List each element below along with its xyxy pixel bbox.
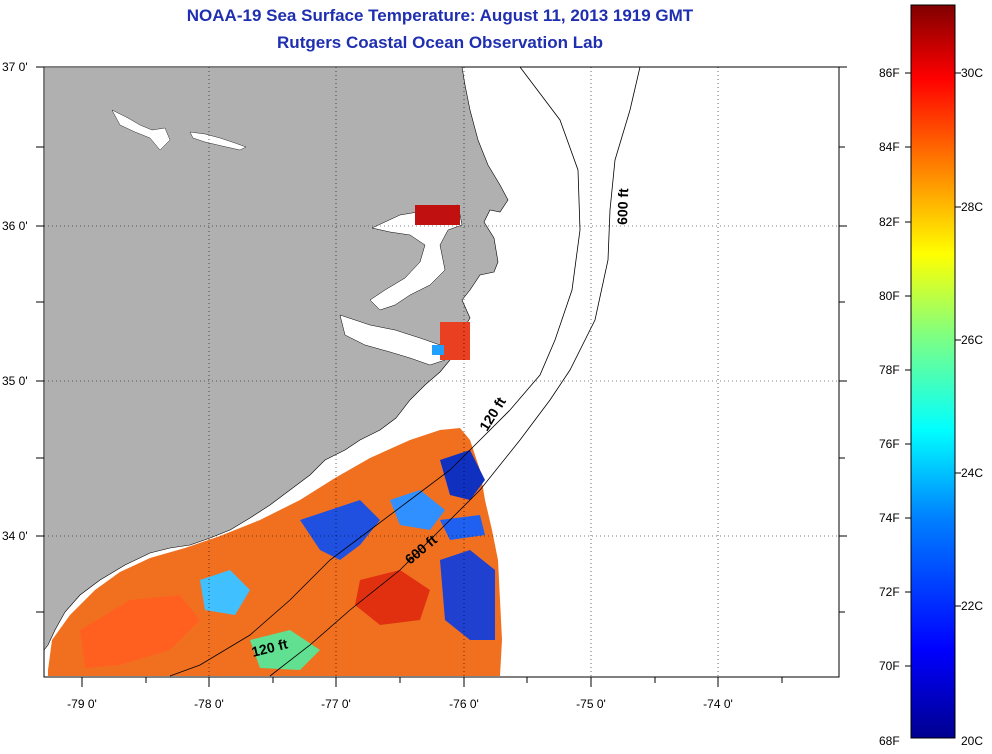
colorbar-f-label: 78F [879, 363, 900, 377]
axis-ticks [36, 66, 847, 687]
lat-label: 34 0' [2, 529, 28, 543]
chart-title: NOAA-19 Sea Surface Temperature: August … [186, 6, 694, 25]
colorbar-f-label: 76F [879, 437, 900, 451]
colorbar-c-label: 30C [961, 66, 983, 80]
lon-label: -79 0' [67, 697, 97, 711]
colorbar-c-label: 22C [961, 599, 983, 613]
graticule [44, 67, 839, 677]
sst-data-layer [48, 205, 502, 676]
colorbar-f-label: 68F [879, 734, 900, 748]
colorbar-c-label: 20C [961, 734, 983, 748]
colorbar-f-label: 72F [879, 585, 900, 599]
land-mass [43, 66, 509, 651]
colorbar-f-label: 70F [879, 659, 900, 673]
colorbar [910, 4, 956, 739]
lat-label: 35 0' [2, 374, 28, 388]
colorbar-f-label: 82F [879, 215, 900, 229]
colorbar-f-label: 86F [879, 66, 900, 80]
sst-patch-pamlico [440, 322, 470, 360]
contour-120ft [169, 66, 581, 677]
colorbar-c-label: 28C [961, 200, 983, 214]
lake-water [111, 109, 171, 151]
lon-label: -76 0' [449, 697, 479, 711]
chart-subtitle: Rutgers Coastal Ocean Observation Lab [277, 33, 603, 52]
lon-label: -77 0' [321, 697, 351, 711]
lon-label: -74 0' [703, 697, 733, 711]
lake-water-2 [189, 131, 247, 151]
depth-label: 600 ft [614, 188, 631, 225]
colorbar-f-label: 80F [879, 289, 900, 303]
lon-label: -78 0' [194, 697, 224, 711]
lat-label: 37 0' [2, 60, 28, 74]
colorbar-f-label: 74F [879, 511, 900, 525]
colorbar-f-label: 84F [879, 140, 900, 154]
colorbar-c-label: 26C [961, 333, 983, 347]
colorbar-c-label: 24C [961, 466, 983, 480]
river-water [339, 314, 446, 366]
sst-patch-albemarle [415, 205, 460, 225]
contour-600ft [269, 66, 641, 677]
lat-label: 36 0' [2, 219, 28, 233]
colorbar-ticks [905, 72, 961, 667]
lon-label: -75 0' [576, 697, 606, 711]
